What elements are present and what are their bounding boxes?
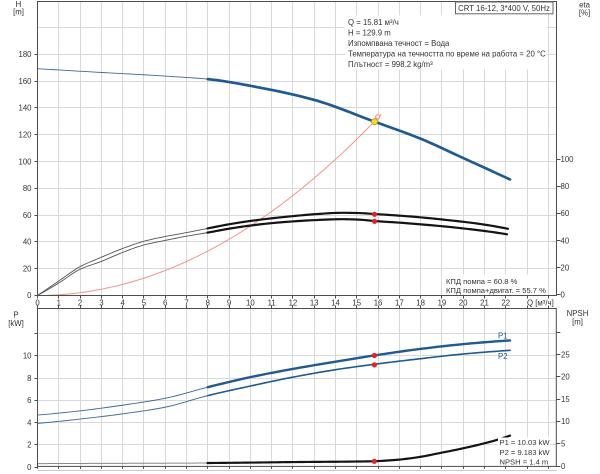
svg-text:6: 6 (27, 396, 31, 405)
svg-text:20: 20 (561, 373, 570, 382)
svg-text:11: 11 (268, 299, 276, 308)
svg-text:25: 25 (561, 350, 570, 359)
svg-text:16: 16 (374, 299, 383, 308)
svg-text:H = 129.9 m: H = 129.9 m (348, 28, 391, 37)
svg-text:100: 100 (18, 157, 32, 166)
svg-text:2: 2 (78, 299, 82, 308)
svg-text:[m]: [m] (572, 318, 583, 327)
svg-text:40: 40 (23, 238, 32, 247)
svg-text:80: 80 (561, 182, 570, 191)
svg-text:120: 120 (18, 131, 32, 140)
svg-text:0: 0 (27, 291, 32, 300)
svg-text:2: 2 (27, 441, 31, 450)
svg-text:NPSH: NPSH (567, 309, 589, 318)
svg-text:КПД помпа = 60.8 %: КПД помпа = 60.8 % (446, 277, 518, 286)
svg-text:[m]: [m] (13, 8, 24, 17)
svg-text:180: 180 (18, 50, 32, 59)
svg-text:9: 9 (227, 299, 231, 308)
svg-text:Q = 15.81 м³/ч: Q = 15.81 м³/ч (348, 18, 399, 27)
svg-text:0: 0 (27, 463, 32, 472)
svg-text:15: 15 (561, 395, 570, 404)
svg-text:4: 4 (27, 418, 32, 427)
svg-text:10: 10 (23, 352, 32, 361)
svg-text:P1: P1 (498, 332, 508, 341)
svg-text:60: 60 (23, 211, 32, 220)
svg-text:8: 8 (206, 299, 210, 308)
svg-text:1: 1 (57, 299, 61, 308)
svg-text:17: 17 (395, 299, 404, 308)
svg-text:22: 22 (501, 299, 510, 308)
svg-text:40: 40 (561, 236, 570, 245)
svg-text:10: 10 (561, 417, 570, 426)
svg-text:6: 6 (163, 299, 167, 308)
svg-text:[kW]: [kW] (8, 319, 24, 328)
svg-text:eta: eta (579, 1, 591, 10)
svg-text:12: 12 (289, 299, 298, 308)
svg-text:КПД помпа+двигат. = 55.7 %: КПД помпа+двигат. = 55.7 % (446, 286, 546, 295)
svg-text:160: 160 (18, 77, 32, 86)
svg-text:20: 20 (459, 299, 468, 308)
svg-text:0: 0 (561, 462, 566, 471)
svg-text:0: 0 (561, 290, 566, 299)
svg-text:18: 18 (416, 299, 425, 308)
svg-text:19: 19 (438, 299, 447, 308)
svg-text:H: H (16, 0, 22, 9)
svg-text:15: 15 (352, 299, 361, 308)
svg-text:13: 13 (310, 299, 319, 308)
svg-text:20: 20 (23, 264, 32, 273)
svg-text:CRT 16-12, 3*400 V, 50Hz: CRT 16-12, 3*400 V, 50Hz (458, 4, 550, 13)
svg-text:NPSH = 1.4 m: NPSH = 1.4 m (500, 457, 549, 466)
svg-text:20: 20 (561, 263, 570, 272)
svg-text:5: 5 (561, 439, 566, 448)
svg-text:80: 80 (23, 184, 32, 193)
svg-text:4: 4 (120, 299, 125, 308)
svg-text:8: 8 (27, 374, 31, 383)
svg-text:0: 0 (35, 299, 40, 308)
svg-text:140: 140 (18, 104, 32, 113)
svg-text:P2: P2 (498, 352, 508, 361)
svg-text:60: 60 (561, 209, 570, 218)
svg-text:[%]: [%] (579, 9, 590, 18)
svg-text:100: 100 (561, 155, 575, 164)
svg-text:Плътност = 998.2 kg/m³: Плътност = 998.2 kg/m³ (348, 60, 433, 69)
svg-text:3: 3 (99, 299, 103, 308)
svg-text:7: 7 (184, 299, 188, 308)
svg-text:14: 14 (331, 299, 340, 308)
svg-text:Изпомпвана течност = Вода: Изпомпвана течност = Вода (348, 39, 450, 48)
svg-text:P1 = 10.03 kW: P1 = 10.03 kW (500, 438, 551, 447)
svg-text:P2 = 9.183 kW: P2 = 9.183 kW (500, 448, 551, 457)
svg-text:Температура на течността по вр: Температура на течността по време на раб… (348, 49, 546, 58)
svg-text:21: 21 (480, 299, 489, 308)
svg-text:10: 10 (246, 299, 255, 308)
svg-text:5: 5 (142, 299, 147, 308)
svg-text:P: P (13, 311, 18, 320)
svg-text:Q [м³/ч]: Q [м³/ч] (527, 299, 554, 308)
